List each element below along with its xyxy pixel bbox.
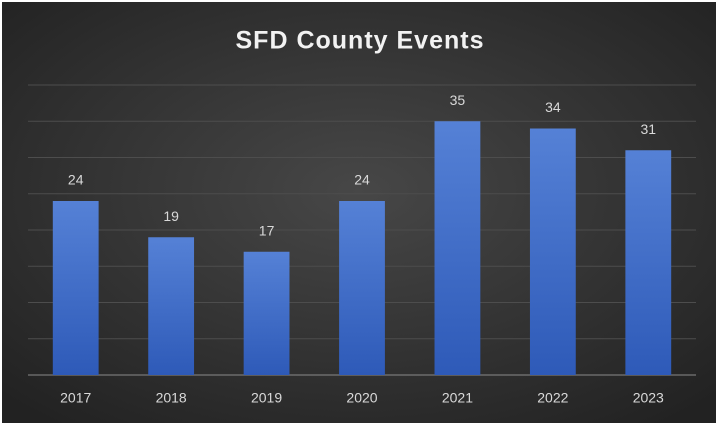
- data-label: 24: [68, 172, 84, 188]
- bar: [339, 201, 385, 375]
- x-tick-label: 2019: [251, 390, 282, 406]
- bar: [529, 128, 576, 375]
- bar: [434, 121, 481, 375]
- data-label: 31: [640, 121, 656, 137]
- bar: [52, 201, 99, 375]
- data-label: 34: [545, 99, 561, 115]
- x-tick-label: 2018: [156, 390, 187, 406]
- data-label: 24: [354, 172, 370, 188]
- x-tick-label: 2020: [346, 390, 377, 406]
- data-label: 19: [163, 208, 179, 224]
- bar: [625, 150, 672, 375]
- bar: [243, 251, 290, 375]
- chart-title: SFD County Events: [236, 27, 485, 55]
- bar: [148, 237, 195, 375]
- x-tick-label: 2023: [633, 390, 664, 406]
- data-label: 17: [259, 222, 275, 238]
- x-tick-label: 2017: [60, 390, 91, 406]
- data-label: 35: [450, 92, 466, 108]
- x-tick-label: 2022: [537, 390, 568, 406]
- x-tick-label: 2021: [442, 390, 473, 406]
